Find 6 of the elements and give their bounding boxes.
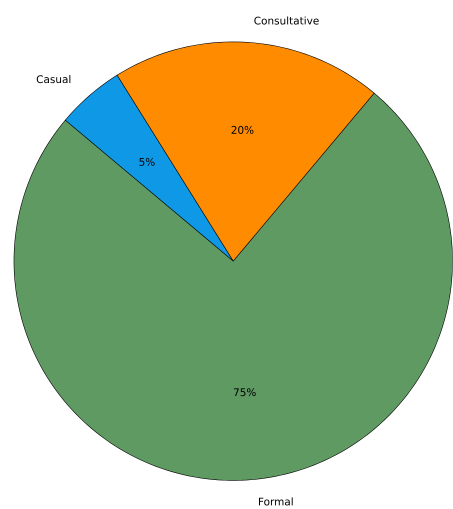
- data-label: 5%: [140, 158, 155, 166]
- slice-label: Consultative: [254, 16, 319, 25]
- slice-label: Casual: [36, 75, 70, 84]
- data-label: 20%: [232, 126, 254, 134]
- slice-label: Formal: [259, 497, 293, 506]
- data-label: 75%: [234, 388, 256, 396]
